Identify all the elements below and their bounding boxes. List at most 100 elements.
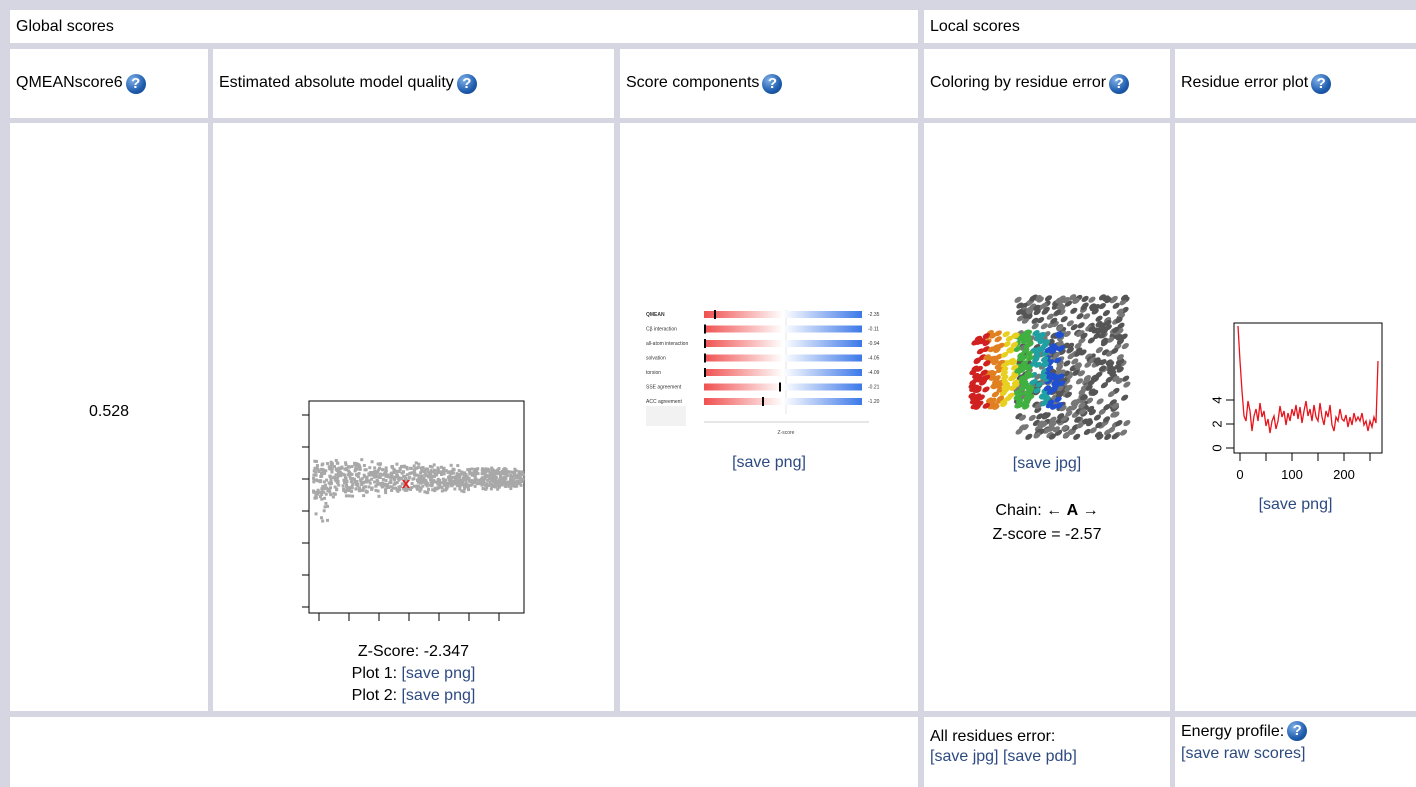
point: [323, 497, 326, 500]
point: [337, 474, 340, 477]
component-name: torsion: [646, 370, 661, 376]
point: [389, 481, 392, 484]
quality-cell: x Z-Score: -2.347 Plot 1: [save png] Plo…: [213, 123, 614, 711]
point: [456, 464, 459, 467]
point: [459, 480, 462, 483]
point: [405, 466, 408, 469]
component-name: all-atom interaction: [646, 341, 688, 347]
save-link[interactable]: [save png]: [732, 454, 806, 472]
point: [372, 474, 375, 477]
x-tick-label: 0: [1236, 467, 1243, 482]
point: [354, 488, 357, 491]
component-value: -4.05: [868, 356, 880, 362]
point: [365, 490, 368, 493]
point: [415, 467, 418, 470]
point: [386, 483, 389, 486]
label: Plot 1:: [352, 665, 397, 682]
point: [326, 462, 329, 465]
label: Score components: [626, 74, 759, 91]
helix: [1102, 309, 1111, 318]
plot-line: Plot 2: [save png]: [352, 685, 476, 707]
point: [312, 479, 315, 482]
point: [362, 464, 365, 467]
point: [425, 468, 428, 471]
point: [394, 487, 397, 490]
point: [427, 475, 430, 478]
point: [312, 469, 315, 472]
help-icon[interactable]: ?: [762, 74, 782, 94]
component-marker: [779, 383, 781, 392]
point: [480, 481, 483, 484]
point: [356, 483, 359, 486]
point: [517, 471, 520, 474]
point: [490, 468, 493, 471]
point: [462, 472, 465, 475]
help-icon[interactable]: ?: [1109, 74, 1129, 94]
point: [462, 490, 465, 493]
point: [498, 479, 501, 482]
save-link[interactable]: [save png]: [401, 665, 475, 682]
point: [457, 469, 460, 472]
point: [399, 465, 402, 468]
label-line: Energy profile:?: [1181, 721, 1307, 743]
point: [330, 470, 333, 473]
label: QMEANscore6: [16, 74, 123, 91]
point: [356, 475, 359, 478]
column-header: QMEANscore6?: [10, 49, 208, 118]
save-link[interactable]: [save pdb]: [1003, 748, 1077, 765]
save-link[interactable]: [save jpg]: [930, 748, 998, 765]
point: [485, 468, 488, 471]
point: [481, 487, 484, 490]
help-icon[interactable]: ?: [1311, 74, 1331, 94]
header-text: Residue error plot?: [1181, 74, 1331, 94]
helix: [1082, 312, 1091, 321]
point: [462, 485, 465, 488]
save-link[interactable]: [save raw scores]: [1181, 745, 1305, 762]
save-link[interactable]: [save png]: [1259, 496, 1333, 514]
point: [312, 474, 315, 477]
save-link[interactable]: [save png]: [401, 687, 475, 704]
point: [471, 481, 474, 484]
point: [442, 467, 445, 470]
point: [362, 474, 365, 477]
point: [380, 485, 383, 488]
point: [480, 484, 483, 487]
point: [414, 461, 417, 464]
point: [314, 460, 317, 463]
label: Chain:: [995, 502, 1041, 519]
point: [348, 472, 351, 475]
point: [326, 519, 329, 522]
column-header: Residue error plot?: [1175, 49, 1416, 118]
point: [382, 472, 385, 475]
point: [480, 477, 483, 480]
point: [401, 471, 404, 474]
column-header: Coloring by residue error?: [924, 49, 1170, 118]
helix: [1069, 306, 1078, 315]
point: [350, 465, 353, 468]
point: [384, 475, 387, 478]
point: [378, 463, 381, 466]
point: [336, 480, 339, 483]
point: [320, 463, 323, 466]
point: [334, 468, 337, 471]
component-name: solvation: [646, 356, 666, 362]
point: [439, 466, 442, 469]
help-icon[interactable]: ?: [126, 74, 146, 94]
point: [398, 488, 401, 491]
point: [500, 484, 503, 487]
prev-chain[interactable]: ←: [1046, 502, 1062, 519]
point: [349, 480, 352, 483]
save-link[interactable]: [save jpg]: [1013, 455, 1081, 473]
point: [362, 486, 365, 489]
point: [450, 476, 453, 479]
point: [362, 494, 365, 497]
label: Energy profile:: [1181, 723, 1284, 740]
point: [375, 483, 378, 486]
help-icon[interactable]: ?: [457, 74, 477, 94]
next-chain[interactable]: →: [1083, 502, 1099, 519]
point: [419, 476, 422, 479]
help-icon[interactable]: ?: [1287, 721, 1307, 741]
component-bar: [704, 311, 862, 318]
point: [368, 474, 371, 477]
point: [321, 468, 324, 471]
